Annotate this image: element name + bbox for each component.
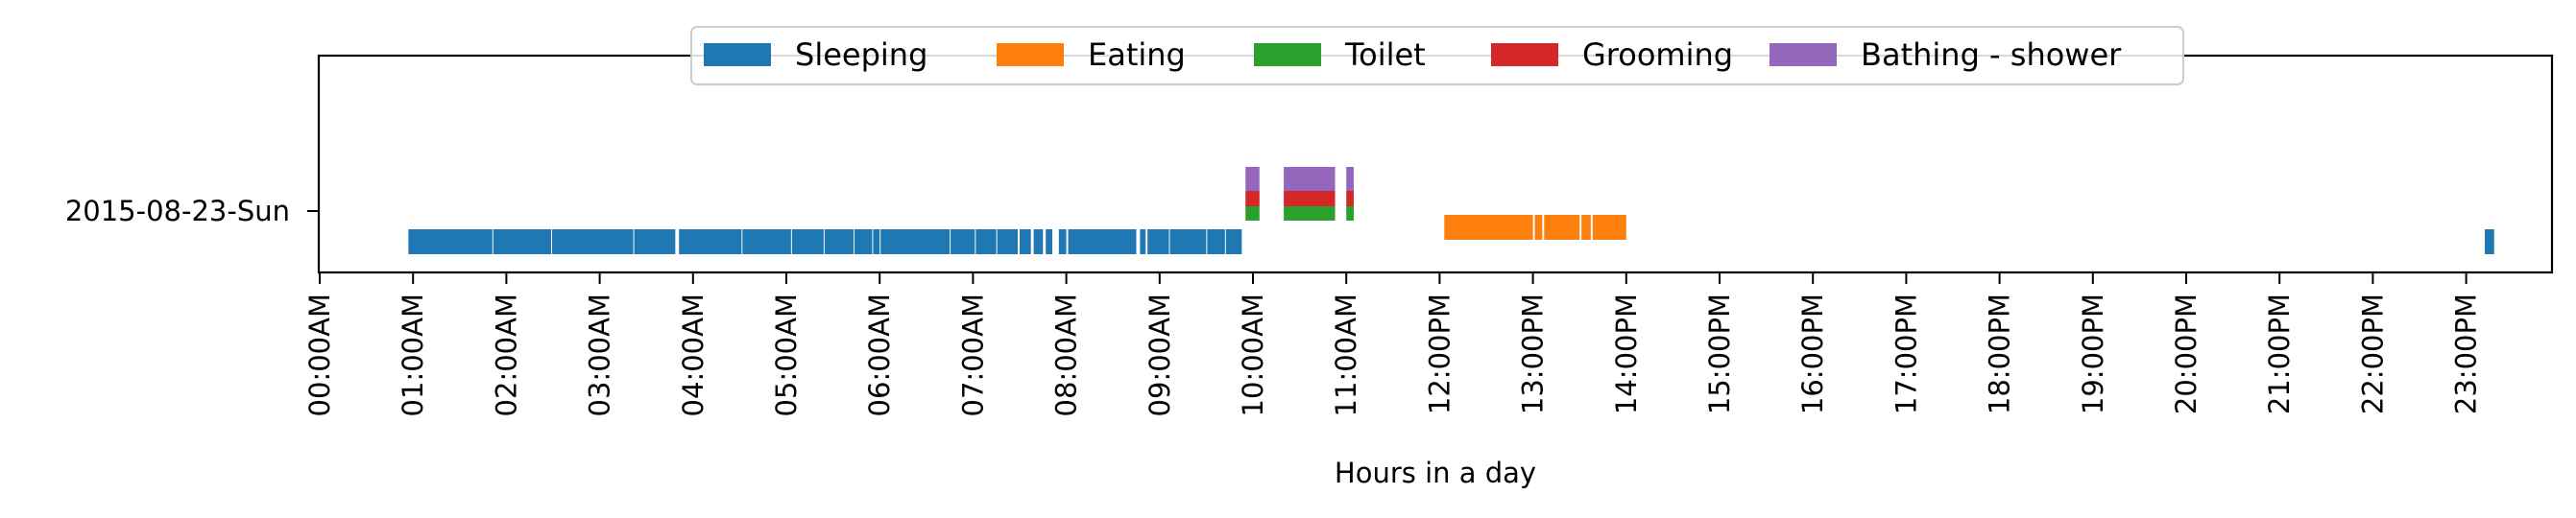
bar-grooming-2 <box>1346 191 1354 206</box>
legend-swatch-bathing-shower <box>1769 43 1837 66</box>
x-tick-label: 21:00PM <box>2263 294 2296 414</box>
bar-sleeping-20 <box>1147 229 1169 254</box>
y-axis: 2015-08-23-Sun <box>65 195 319 227</box>
bar-grooming-1 <box>1284 191 1336 206</box>
x-axis-title: Hours in a day <box>1335 457 1536 489</box>
bar-sleeping-18 <box>1068 229 1137 254</box>
x-tick-label: 16:00PM <box>1796 294 1829 414</box>
bar-sleeping-8 <box>854 229 873 254</box>
x-tick-label: 14:00PM <box>1610 294 1643 414</box>
x-tick-label: 13:00PM <box>1517 294 1550 414</box>
x-tick-label: 03:00AM <box>584 294 616 416</box>
bar-sleeping-7 <box>824 229 854 254</box>
legend-label: Bathing - shower <box>1861 36 2122 73</box>
legend-swatch-sleeping <box>704 43 771 66</box>
x-tick-label: 04:00AM <box>677 294 710 416</box>
x-tick-label: 19:00PM <box>2077 294 2109 414</box>
x-tick-label: 15:00PM <box>1703 294 1736 414</box>
bar-sleeping-5 <box>742 229 791 254</box>
bar-bathing-shower-2 <box>1346 167 1354 191</box>
bar-toilet-2 <box>1346 205 1354 221</box>
bar-sleeping-2 <box>552 229 634 254</box>
x-tick-label: 10:00AM <box>1237 294 1269 416</box>
legend-swatch-eating <box>997 43 1064 66</box>
bar-sleeping-0 <box>2485 229 2494 254</box>
bar-eating-0 <box>1444 215 1533 240</box>
x-tick-label: 07:00AM <box>956 294 989 416</box>
bar-sleeping-16 <box>1046 229 1053 254</box>
bar-sleeping-11 <box>951 229 975 254</box>
x-tick-label: 20:00PM <box>2170 294 2203 414</box>
bar-toilet-0 <box>1245 205 1260 221</box>
x-tick-label: 11:00AM <box>1330 294 1362 416</box>
bar-bathing-shower-0 <box>1245 167 1260 191</box>
legend-label: Toilet <box>1344 36 1426 73</box>
legend: Sleeping Eating Toilet Grooming Bathing - sh… <box>690 26 2184 85</box>
x-tick-label: 05:00AM <box>770 294 803 416</box>
bar-sleeping-21 <box>1169 229 1207 254</box>
x-tick-label: 12:00PM <box>1423 294 1456 414</box>
bar-sleeping-12 <box>975 229 997 254</box>
x-tick-label: 09:00AM <box>1144 294 1176 416</box>
x-tick-label: 17:00PM <box>1890 294 1922 414</box>
legend-frame <box>690 26 2184 85</box>
x-axis: 00:00AM 01:00AM 02:00AM 03:00AM 04:00AM 05:00… <box>303 272 2483 416</box>
bar-sleeping-3 <box>634 229 676 254</box>
legend-label: Eating <box>1088 36 1186 73</box>
bar-sleeping-23 <box>1225 229 1242 254</box>
x-tick-label: 08:00AM <box>1050 294 1083 416</box>
bar-sleeping-6 <box>791 229 824 254</box>
x-tick-label: 02:00AM <box>490 294 522 416</box>
x-tick-label: 06:00AM <box>863 294 896 416</box>
bar-grooming-0 <box>1245 191 1260 206</box>
x-tick-label: 22:00PM <box>2356 294 2389 414</box>
bar-sleeping-0 <box>408 229 493 254</box>
bar-eating-4 <box>1592 215 1626 240</box>
bar-sleeping-19 <box>1140 229 1146 254</box>
bar-sleeping-4 <box>679 229 742 254</box>
bar-eating-1 <box>1534 215 1543 240</box>
bar-sleeping-15 <box>1033 229 1044 254</box>
bars-layer <box>408 167 2494 254</box>
legend-label: Sleeping <box>795 36 927 73</box>
legend-swatch-toilet <box>1254 43 1321 66</box>
x-tick-label: 01:00AM <box>397 294 429 416</box>
bar-toilet-1 <box>1284 205 1336 221</box>
bar-bathing-shower-1 <box>1284 167 1336 191</box>
y-tick-label: 2015-08-23-Sun <box>65 195 290 227</box>
bar-sleeping-9 <box>873 229 880 254</box>
bar-sleeping-10 <box>880 229 951 254</box>
legend-label: Grooming <box>1582 36 1733 73</box>
bar-sleeping-17 <box>1058 229 1067 254</box>
bar-sleeping-22 <box>1207 229 1225 254</box>
bar-sleeping-13 <box>997 229 1019 254</box>
x-tick-label: 23:00PM <box>2450 294 2483 414</box>
bar-sleeping-1 <box>493 229 552 254</box>
x-tick-label: 18:00PM <box>1984 294 2016 414</box>
bar-eating-2 <box>1544 215 1580 240</box>
bar-eating-3 <box>1581 215 1591 240</box>
legend-swatch-grooming <box>1491 43 1558 66</box>
bar-sleeping-14 <box>1020 229 1031 254</box>
x-tick-label: 00:00AM <box>303 294 336 416</box>
